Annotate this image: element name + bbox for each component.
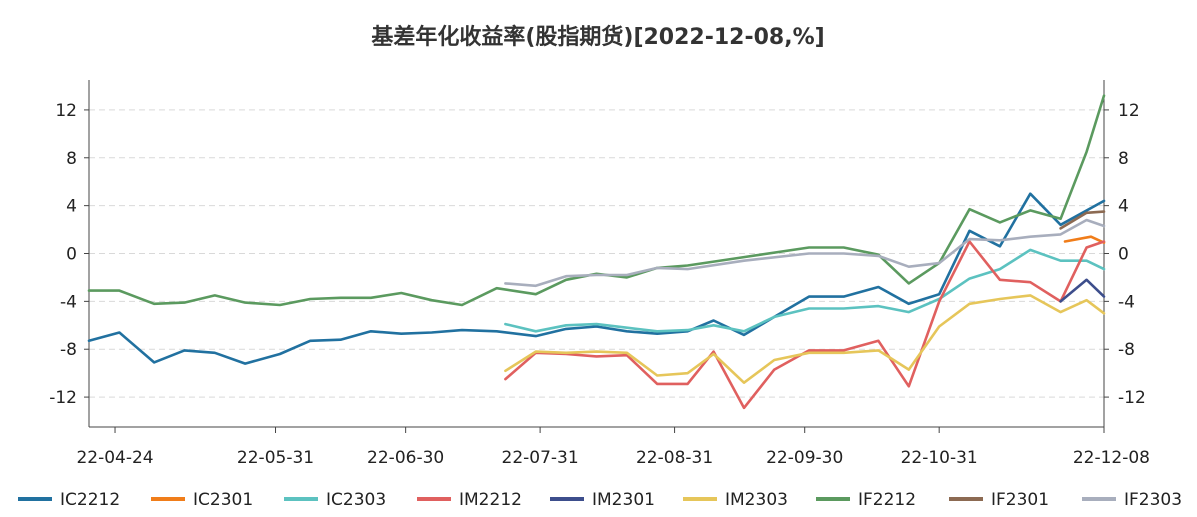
y-tick-label-right: -8 xyxy=(1118,340,1135,360)
series-line-ic2212 xyxy=(87,192,1106,365)
y-tick-label-right: -4 xyxy=(1118,292,1135,312)
series-line-im2303 xyxy=(504,294,1106,385)
legend-item-if2301: IF2301 xyxy=(949,490,1049,510)
chart-title: 基差年化收益率(股指期货)[2022-12-08,%] xyxy=(371,24,824,50)
y-tick-label-right: -12 xyxy=(1118,388,1146,408)
series-line-ic2303 xyxy=(504,248,1106,333)
y-tick-label-right: 12 xyxy=(1118,101,1140,121)
legend-label: IM2212 xyxy=(459,490,522,510)
legend-label: IF2301 xyxy=(991,490,1049,510)
legend-item-ic2301: IC2301 xyxy=(151,490,253,510)
y-tick-label-right: 4 xyxy=(1118,197,1129,217)
legend-item-im2303: IM2303 xyxy=(683,490,788,510)
x-tick-label: 22-12-08 xyxy=(1073,448,1150,468)
x-tick-label: 22-06-30 xyxy=(367,448,444,468)
legend-item-ic2303: IC2303 xyxy=(284,490,386,510)
x-tick-label: 22-08-31 xyxy=(636,448,713,468)
legend-item-if2303: IF2303 xyxy=(1082,490,1182,510)
y-tick-label-left: -4 xyxy=(60,292,77,312)
x-tick-label: 22-10-31 xyxy=(901,448,978,468)
legend-label: IF2212 xyxy=(858,490,916,510)
legend-item-ic2212: IC2212 xyxy=(18,490,120,510)
y-tick-label-left: 8 xyxy=(66,149,77,169)
legend: IC2212 IC2301 IC2303 IM2212 IM2301 IM2303 IF22… xyxy=(18,490,1182,510)
tick-labels: -12 -12 -8 -8 -4 -4 0 0 4 4 8 8 12 12 22-04-24 22-05-31… xyxy=(49,101,1150,468)
y-tick-label-left: 0 xyxy=(66,245,77,265)
y-tick-label-right: 8 xyxy=(1118,149,1129,169)
series-lines xyxy=(87,94,1106,410)
legend-label: IM2303 xyxy=(725,490,788,510)
x-tick-label: 22-05-31 xyxy=(237,448,314,468)
y-tick-label-left: -8 xyxy=(60,340,77,360)
series-line-im2301 xyxy=(1059,278,1106,303)
legend-label: IC2303 xyxy=(326,490,386,510)
series-line-if2303 xyxy=(504,218,1106,288)
series-line-im2212 xyxy=(504,240,1106,410)
legend-label: IC2301 xyxy=(193,490,253,510)
legend-label: IF2303 xyxy=(1124,490,1182,510)
legend-item-if2212: IF2212 xyxy=(816,490,916,510)
legend-label: IC2212 xyxy=(60,490,120,510)
series-line-if2301 xyxy=(1059,210,1106,230)
legend-label: IM2301 xyxy=(592,490,655,510)
legend-item-im2212: IM2212 xyxy=(417,490,522,510)
legend-item-im2301: IM2301 xyxy=(550,490,655,510)
y-tick-label-left: 4 xyxy=(66,197,77,217)
y-tick-label-left: -12 xyxy=(49,388,77,408)
x-tick-label: 22-09-30 xyxy=(766,448,843,468)
y-tick-label-right: 0 xyxy=(1118,245,1129,265)
series-line-ic2301 xyxy=(1063,235,1106,244)
series-line-if2212 xyxy=(87,94,1106,307)
x-tick-label: 22-04-24 xyxy=(76,448,153,468)
x-tick-label: 22-07-31 xyxy=(502,448,579,468)
y-tick-label-left: 12 xyxy=(55,101,77,121)
